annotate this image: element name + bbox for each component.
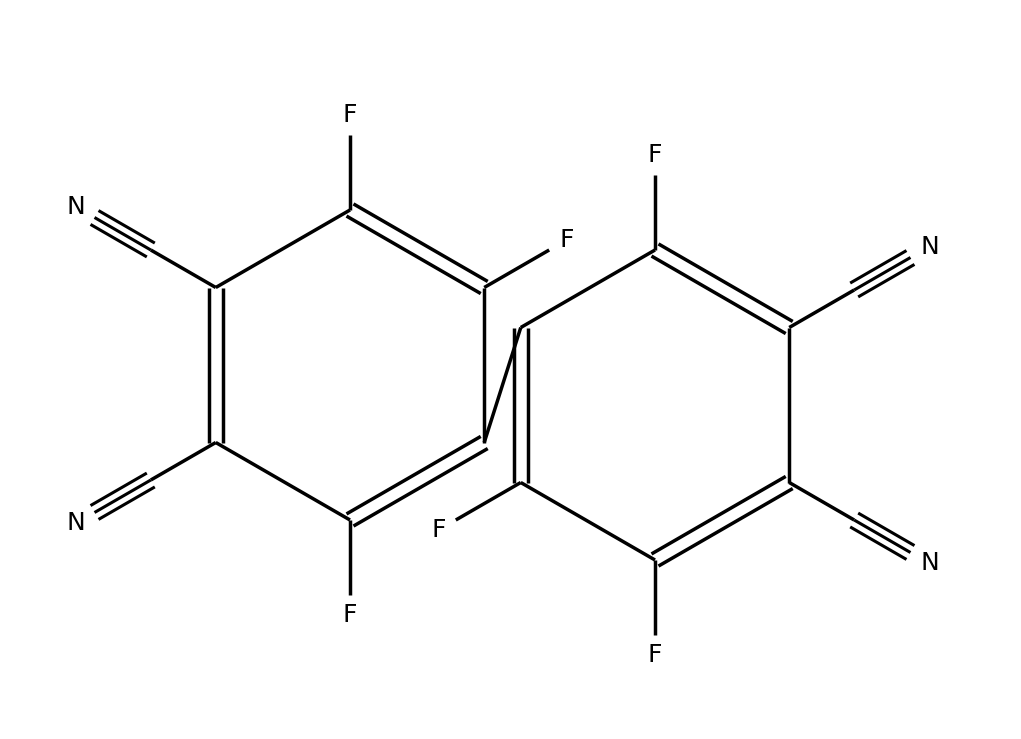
Text: N: N [66, 511, 85, 536]
Text: N: N [66, 194, 85, 219]
Text: N: N [920, 551, 939, 576]
Text: F: F [343, 103, 357, 127]
Text: F: F [431, 518, 446, 542]
Text: F: F [647, 143, 663, 167]
Text: F: F [647, 643, 663, 667]
Text: F: F [343, 603, 357, 627]
Text: F: F [560, 228, 574, 252]
Text: N: N [920, 234, 939, 259]
